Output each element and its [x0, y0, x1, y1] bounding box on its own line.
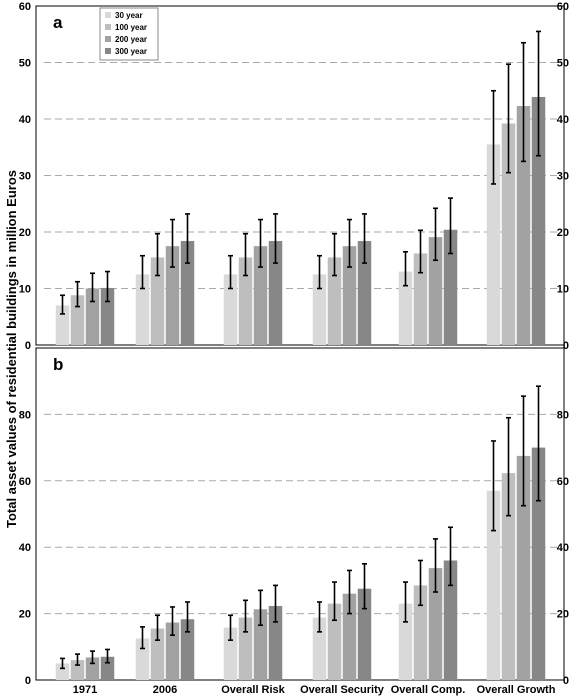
- y-tick-label-right: 60: [557, 476, 569, 488]
- bar: [85, 657, 100, 680]
- bar: [327, 257, 342, 345]
- bar: [531, 447, 546, 680]
- bar: [413, 585, 428, 680]
- panel-b: 0 0 20 20 40 40 60 60 80 80 b 1971 2006 Overall Risk O…: [19, 347, 569, 696]
- bar: [357, 588, 372, 680]
- bar: [100, 287, 115, 345]
- bar: [428, 237, 443, 345]
- y-tick-label-left: 10: [19, 284, 31, 296]
- bar: [165, 622, 180, 680]
- legend-swatch: [105, 24, 111, 30]
- y-tick-label-left: 50: [19, 58, 31, 70]
- bar: [312, 274, 327, 345]
- x-category-label: Overall Security: [300, 684, 385, 696]
- y-tick-label-left: 30: [19, 171, 31, 183]
- bar: [398, 603, 413, 680]
- bar: [85, 288, 100, 345]
- y-tick-label-right: 50: [557, 58, 569, 70]
- bar: [398, 271, 413, 345]
- bar: [413, 253, 428, 345]
- bar: [238, 257, 253, 345]
- y-tick-label-right: 80: [557, 409, 569, 421]
- bar: [223, 627, 238, 680]
- bar: [516, 455, 531, 680]
- bar: [501, 473, 516, 680]
- legend: 30 year 100 year 200 year 300 year: [99, 7, 159, 61]
- bar: [55, 663, 70, 680]
- y-tick-label-left: 80: [19, 409, 31, 421]
- bar: [268, 605, 283, 680]
- bar: [342, 246, 357, 345]
- y-tick-label-right: 10: [557, 284, 569, 296]
- panel-frame: [35, 347, 565, 681]
- y-tick-label-left: 20: [19, 227, 31, 239]
- bar: [135, 274, 150, 345]
- x-category-label: Overall Growth: [477, 684, 556, 696]
- panel-letter: a: [53, 13, 63, 32]
- legend-entry: 200 year: [115, 35, 147, 44]
- y-tick-label-left: 40: [19, 114, 31, 126]
- y-tick-label-right: 40: [557, 114, 569, 126]
- bar: [135, 638, 150, 680]
- panel-frame: [35, 5, 565, 346]
- bar: [531, 96, 546, 345]
- bar: [238, 617, 253, 680]
- chart-panels: 0 0 10 10 20 20 30 30 40 40 50 50 60 60 a 0 0 20 20 40 40 60 6…: [19, 1, 569, 696]
- legend-entry: 300 year: [115, 47, 147, 56]
- x-category-label: Overall Comp.: [391, 684, 466, 696]
- bar: [253, 609, 268, 680]
- x-category-label: Overall Risk: [221, 684, 285, 696]
- bar: [165, 246, 180, 345]
- bar: [486, 144, 501, 345]
- bar: [443, 229, 458, 345]
- bar: [223, 274, 238, 345]
- bar: [516, 106, 531, 345]
- y-tick-label-right: 40: [557, 542, 569, 554]
- bar: [357, 241, 372, 345]
- bar: [443, 560, 458, 680]
- bar: [70, 295, 85, 345]
- bar: [501, 123, 516, 346]
- bar: [342, 593, 357, 680]
- y-tick-label-right: 0: [563, 340, 569, 352]
- legend-entry: 100 year: [115, 23, 147, 32]
- y-tick-label-right: 20: [557, 609, 569, 621]
- bar: [100, 656, 115, 680]
- x-category-label: 1971: [73, 684, 97, 696]
- y-tick-label-left: 40: [19, 542, 31, 554]
- legend-entry: 30 year: [115, 11, 143, 20]
- y-tick-label-right: 0: [563, 675, 569, 687]
- bar: [268, 241, 283, 345]
- bar: [253, 246, 268, 345]
- bar: [150, 628, 165, 680]
- panel-a: 0 0 10 10 20 20 30 30 40 40 50 50 60 60 a: [19, 1, 569, 352]
- y-tick-label-left: 60: [19, 476, 31, 488]
- bar: [55, 305, 70, 345]
- legend-swatch: [105, 48, 111, 54]
- y-tick-label-right: 20: [557, 227, 569, 239]
- y-tick-label-left: 60: [19, 1, 31, 13]
- y-tick-label-right: 60: [557, 1, 569, 13]
- y-tick-label-left: 0: [25, 675, 31, 687]
- bar: [327, 603, 342, 680]
- bar: [312, 617, 327, 680]
- legend-swatch: [105, 36, 111, 42]
- bar: [180, 619, 195, 680]
- bar: [486, 490, 501, 680]
- y-tick-label-left: 0: [25, 340, 31, 352]
- y-tick-label-left: 20: [19, 609, 31, 621]
- x-category-label: 2006: [153, 684, 177, 696]
- bar: [70, 660, 85, 680]
- bar: [150, 257, 165, 345]
- bar: [428, 568, 443, 680]
- y-tick-label-right: 30: [557, 171, 569, 183]
- y-axis-label: Total asset values of residential buildi…: [4, 170, 19, 528]
- bar: [180, 241, 195, 345]
- legend-swatch: [105, 12, 111, 18]
- panel-letter: b: [53, 355, 63, 374]
